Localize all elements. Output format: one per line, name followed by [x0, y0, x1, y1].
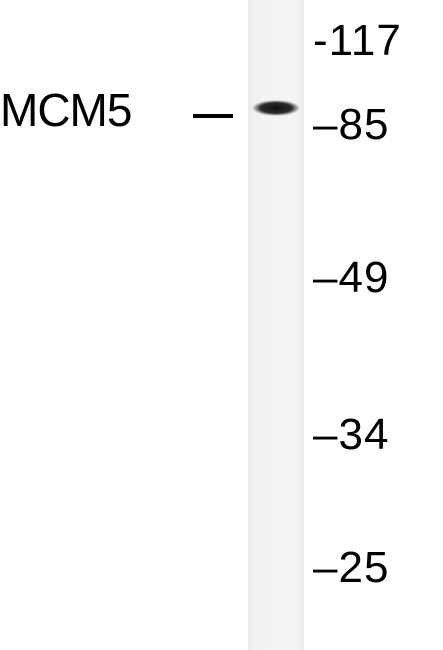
protein-band: [252, 100, 300, 116]
marker-34-label: –34: [313, 410, 389, 460]
marker-49-label: –49: [313, 253, 389, 303]
marker-25-label: –25: [313, 543, 389, 593]
band-indicator-dash: [193, 114, 233, 118]
sample-lane: [248, 0, 304, 650]
target-protein-label: MCM5: [0, 84, 131, 136]
marker-117-label: -117: [313, 16, 402, 66]
marker-85-label: –85: [313, 100, 389, 150]
